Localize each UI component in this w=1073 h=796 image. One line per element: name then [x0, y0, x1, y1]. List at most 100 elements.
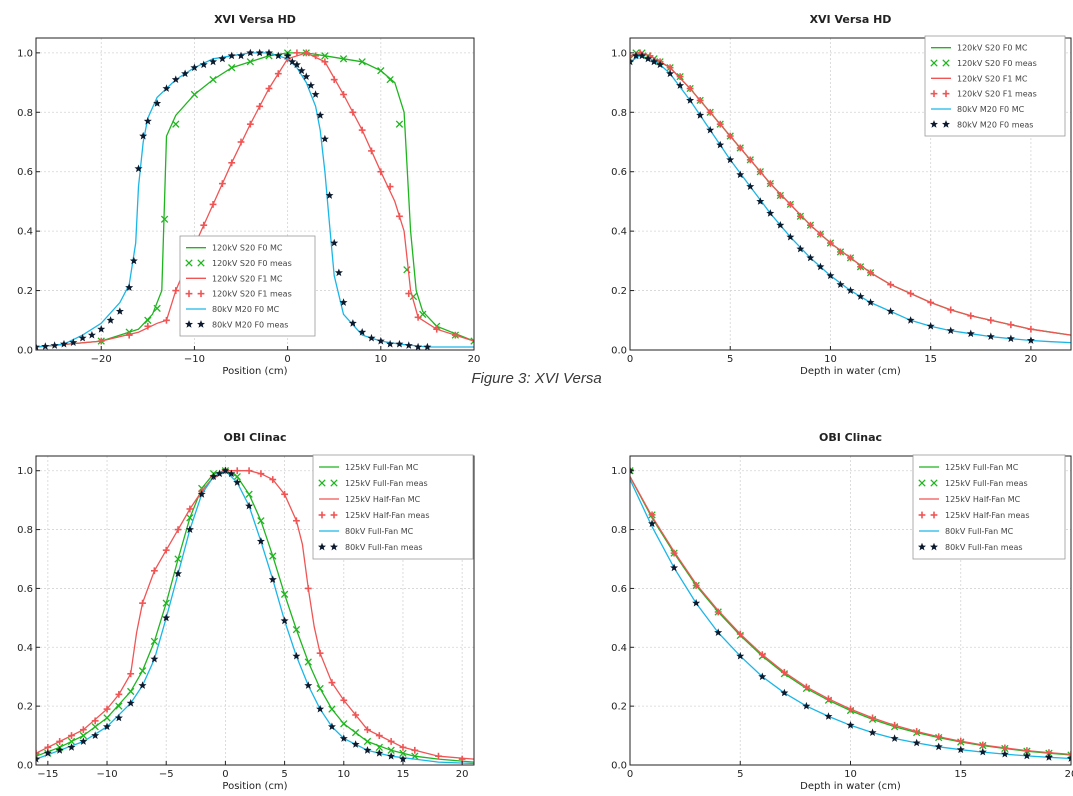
marker-stroke	[292, 625, 301, 634]
data-point	[340, 720, 348, 728]
data-point	[696, 111, 705, 119]
legend-label: 125kV Full-Fan meas	[345, 479, 428, 488]
y-tick-label: 0.0	[611, 761, 627, 772]
data-point	[1067, 751, 1071, 758]
legend-label: 125kV Half-Fan meas	[345, 511, 430, 520]
data-point	[935, 733, 943, 741]
legend-swatch	[918, 511, 926, 519]
data-point	[766, 209, 775, 217]
data-point	[174, 526, 182, 533]
data-point	[796, 212, 804, 220]
y-tick-label: 0.6	[17, 584, 33, 595]
y-tick-label: 1.0	[17, 48, 33, 59]
marker-stroke	[399, 749, 407, 757]
data-point	[386, 183, 394, 190]
legend-label: 80kV Full-Fan meas	[945, 543, 1023, 552]
data-point	[825, 695, 832, 703]
marker-stroke	[304, 658, 312, 666]
data-point	[934, 742, 943, 751]
data-point	[274, 51, 283, 60]
data-point	[292, 651, 301, 660]
data-point	[926, 322, 935, 330]
data-point	[387, 752, 396, 760]
plot-area	[630, 466, 1071, 762]
y-tick-label: 0.8	[611, 525, 627, 536]
data-point	[125, 283, 134, 291]
marker-stroke	[233, 472, 241, 481]
x-tick-label: 5	[727, 354, 733, 365]
data-point	[358, 328, 367, 336]
data-point	[686, 96, 695, 104]
data-point	[297, 66, 306, 75]
marker-stroke	[375, 743, 383, 752]
data-point	[280, 590, 289, 598]
data-point	[293, 517, 300, 525]
data-point	[280, 616, 289, 625]
x-tick-label: 15	[924, 354, 937, 365]
legend-swatch	[185, 320, 193, 328]
data-point	[339, 298, 348, 306]
data-point	[200, 221, 208, 229]
data-point	[363, 737, 372, 746]
data-point	[807, 221, 814, 229]
marker-stroke	[630, 467, 634, 472]
data-point	[358, 58, 366, 66]
data-point	[302, 72, 311, 80]
data-point	[288, 57, 297, 66]
data-point	[630, 52, 634, 60]
legend-label: 125kV Full-Fan MC	[945, 463, 1019, 472]
y-tick-label: 0.0	[17, 761, 33, 772]
data-point	[1007, 321, 1015, 329]
data-point	[696, 97, 704, 104]
data-point	[56, 738, 64, 745]
data-point	[470, 337, 474, 345]
data-point	[162, 613, 171, 622]
legend: 120kV S20 F0 MC 120kV S20 F0 meas 120kV S2…	[924, 35, 1066, 137]
marker-stroke	[930, 59, 938, 67]
legend-label: 80kV M20 F0 MC	[957, 105, 1025, 114]
data-point	[827, 239, 834, 247]
data-point	[312, 52, 319, 60]
marker-stroke	[351, 728, 360, 737]
legend-swatch	[318, 511, 326, 519]
data-point	[233, 467, 241, 475]
data-point	[114, 713, 123, 722]
data-point	[172, 287, 180, 294]
y-tick-label: 0.4	[17, 227, 33, 238]
data-point	[87, 330, 96, 339]
data-point	[796, 244, 805, 253]
data-point	[816, 262, 825, 271]
data-point	[162, 84, 171, 92]
marker-stroke	[339, 55, 348, 63]
data-point	[736, 144, 744, 152]
data-point	[257, 517, 265, 525]
data-point	[404, 341, 413, 349]
data-point	[1045, 753, 1053, 761]
data-point	[186, 514, 194, 522]
data-point	[1006, 334, 1015, 343]
legend-label: 120kV S20 F1 MC	[957, 74, 1028, 83]
data-point	[758, 651, 766, 659]
data-point	[246, 120, 254, 128]
data-point	[967, 312, 975, 320]
x-tick-label: 20	[1025, 354, 1038, 365]
marker-stroke	[197, 259, 205, 267]
data-point	[134, 164, 143, 173]
data-point	[377, 168, 385, 176]
legend-swatch	[318, 479, 326, 487]
y-tick-label: 0.2	[17, 702, 33, 713]
data-point	[726, 155, 735, 164]
data-point	[756, 168, 764, 176]
chart-title: OBI Clinac	[223, 431, 286, 444]
data-point	[776, 192, 784, 199]
legend-label: 80kV M20 F0 meas	[957, 120, 1033, 129]
data-point	[706, 108, 714, 116]
data-point	[115, 690, 123, 698]
data-point	[316, 649, 324, 657]
data-point	[868, 728, 877, 736]
data-point	[320, 134, 329, 143]
data-point	[766, 180, 774, 187]
marker-stroke	[144, 316, 152, 324]
data-point	[395, 339, 404, 348]
data-point	[906, 316, 915, 324]
